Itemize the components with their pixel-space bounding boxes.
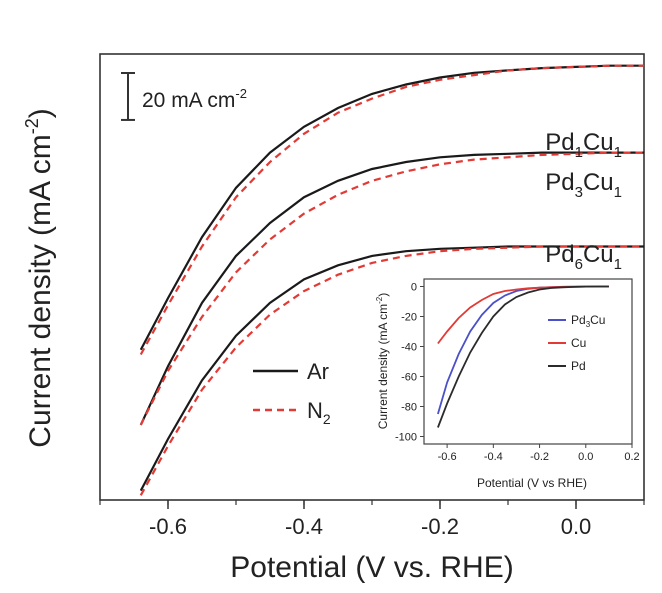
inset-y-tick-label: 0 xyxy=(411,282,417,294)
inset-series-pd xyxy=(437,285,609,428)
inset-legend-label-pd3cu: Pd3Cu xyxy=(571,313,605,329)
inset-plot: -0.6 -0.4 -0.2 0.0 0.2 0 -20 -40 -60 -80 -100 Pot… xyxy=(375,278,640,490)
inset-legend-label-cu: Cu xyxy=(571,336,586,350)
inset-plot-frame xyxy=(423,278,633,445)
inset-series-group xyxy=(437,285,609,428)
inset-x-tick-label: 0.2 xyxy=(624,451,639,463)
inset-legend: Pd3Cu Cu Pd xyxy=(548,313,605,373)
main-x-ticks: -0.6 -0.4 -0.2 0.0 xyxy=(99,500,645,539)
inset-y-tick-label: -100 xyxy=(395,432,417,444)
inset-y-tick-label: -20 xyxy=(401,312,417,324)
scale-bar-label: 20 mA cm-2 xyxy=(142,86,247,112)
inset-x-tick-label: 0.0 xyxy=(578,451,593,463)
main-legend: Ar N2 xyxy=(253,359,331,427)
legend-label-ar: Ar xyxy=(307,359,329,384)
main-y-axis-label: Current density (mA cm-2) xyxy=(22,108,57,447)
main-plot: -0.6 -0.4 -0.2 0.0 Potential (V vs. RHE) Cu… xyxy=(22,53,645,584)
inset-y-tick-label: -80 xyxy=(401,402,417,414)
inset-legend-label-pd: Pd xyxy=(571,359,586,373)
inset-x-axis-label: Potential (V vs RHE) xyxy=(477,476,587,490)
inset-y-tick-label: -40 xyxy=(401,342,417,354)
main-series-pd6cu1-ar xyxy=(139,245,644,492)
curve-label-pd3cu1: Pd3Cu1 xyxy=(545,169,622,201)
main-series-pd3cu1-ar xyxy=(139,151,644,426)
main-series-pd3cu1-n2 xyxy=(139,151,644,426)
main-series-pd6cu1-n2 xyxy=(139,245,644,496)
inset-x-tick-label: -0.2 xyxy=(530,451,549,463)
inset-x-tick-label: -0.6 xyxy=(438,451,457,463)
main-series-group xyxy=(139,64,644,496)
main-x-tick-label: -0.4 xyxy=(285,514,323,539)
curve-label-pd6cu1: Pd6Cu1 xyxy=(545,241,622,273)
main-series-pd1cu1-n2 xyxy=(139,64,644,356)
curve-label-pd1cu1: Pd1Cu1 xyxy=(545,129,622,161)
inset-y-axis-label: Current density (mA cm-2) xyxy=(375,293,390,430)
inset-x-ticks: -0.6 -0.4 -0.2 0.0 0.2 xyxy=(438,444,640,463)
main-x-axis-label: Potential (V vs. RHE) xyxy=(230,551,513,584)
main-x-tick-label: -0.6 xyxy=(149,514,187,539)
main-x-tick-label: -0.2 xyxy=(421,514,459,539)
scale-bar: 20 mA cm-2 xyxy=(121,72,247,121)
inset-y-ticks: 0 -20 -40 -60 -80 -100 xyxy=(395,282,424,444)
legend-label-n2: N2 xyxy=(307,398,331,427)
inset-y-tick-label: -60 xyxy=(401,372,417,384)
inset-x-tick-label: -0.4 xyxy=(484,451,503,463)
main-x-tick-label: 0.0 xyxy=(561,514,592,539)
